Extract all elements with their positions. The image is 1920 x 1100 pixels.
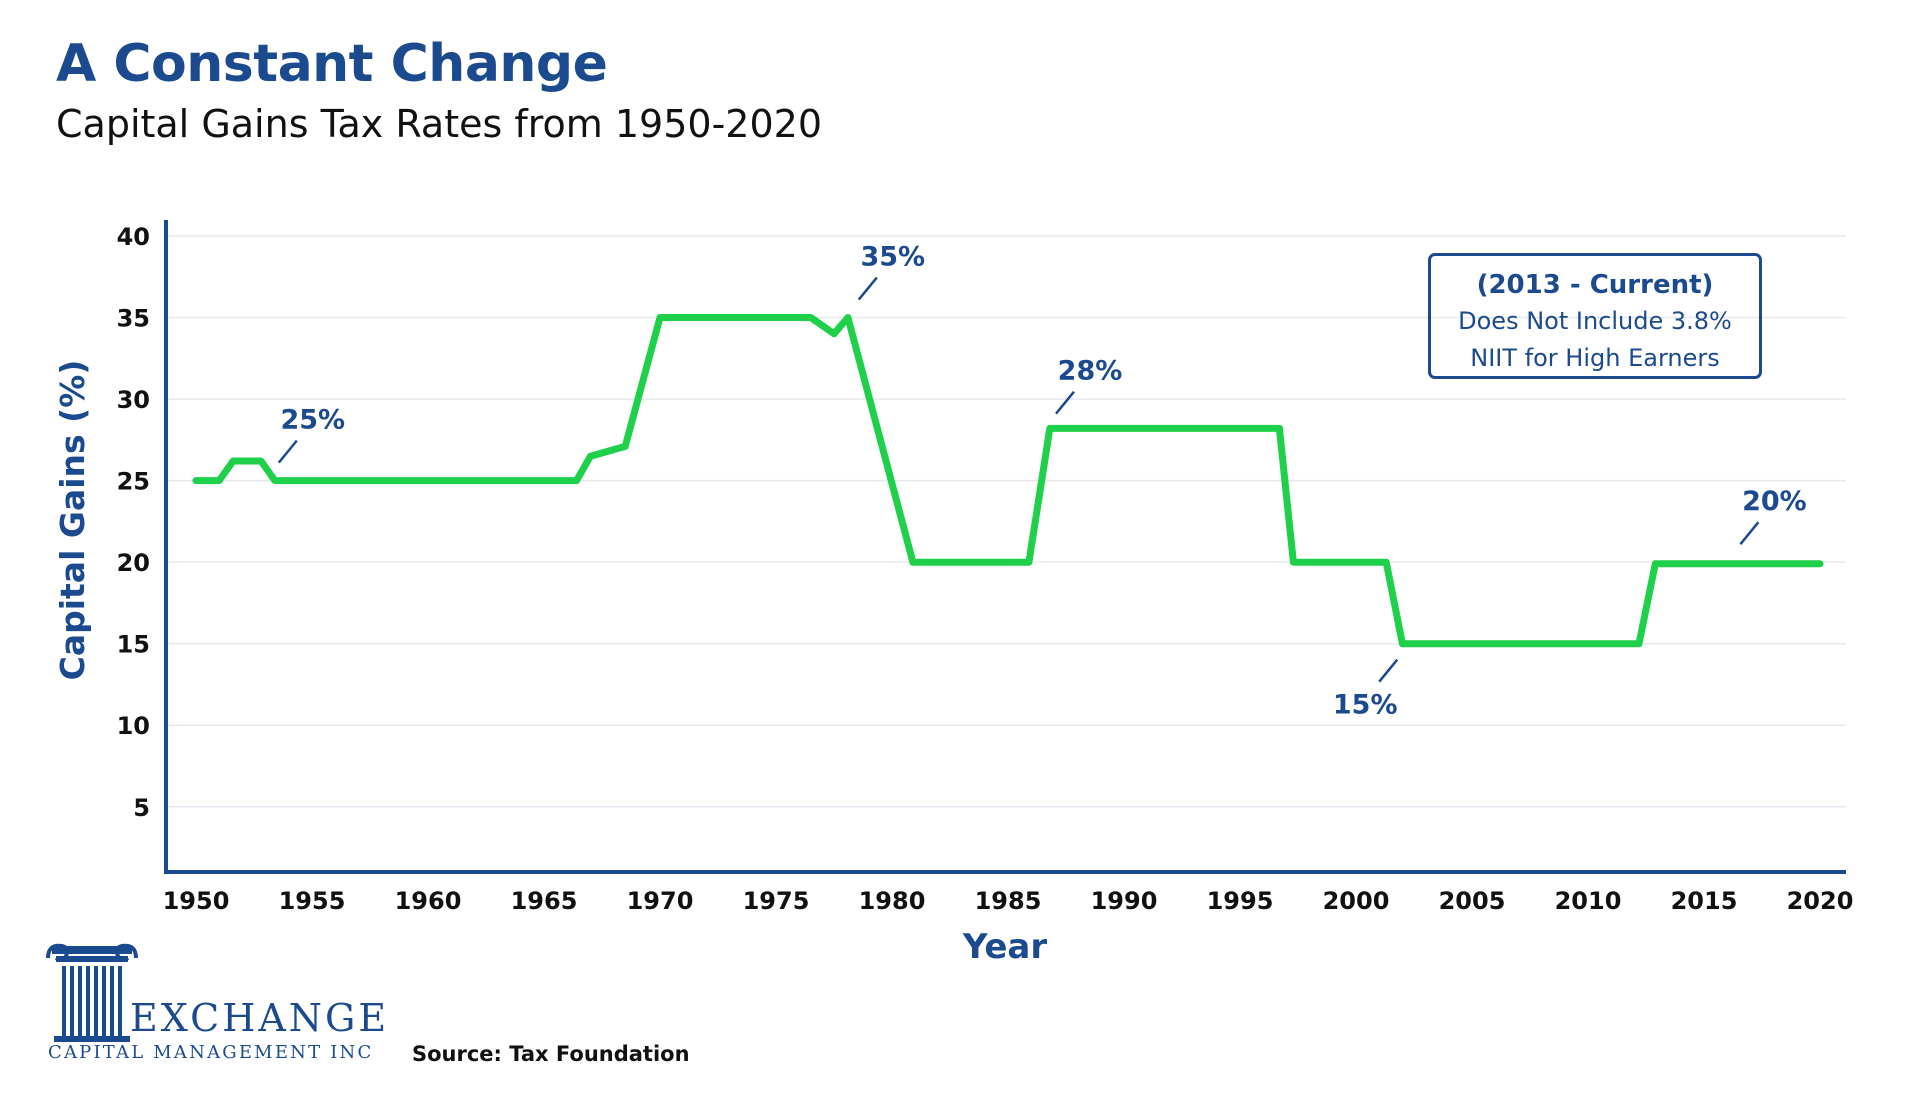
logo-wordmark: EXCHANGE	[130, 996, 390, 1040]
note-line-1: (2013 - Current)	[1476, 270, 1714, 300]
data-point	[1636, 641, 1642, 647]
y-tick-label-40: 40	[117, 223, 150, 251]
data-point	[831, 331, 837, 337]
chart-title: A Constant Change	[56, 34, 608, 94]
y-tick-label-5: 5	[133, 794, 150, 822]
annotation-28%: 28%	[1055, 356, 1123, 415]
source-note: Source: Tax Foundation	[412, 1042, 690, 1066]
x-tick-label-1960: 1960	[395, 887, 462, 915]
annotation-leader-35%	[857, 276, 878, 301]
data-point	[216, 478, 222, 484]
x-tick-label-1955: 1955	[279, 887, 346, 915]
x-axis-label: Year	[962, 927, 1048, 967]
chart-subtitle: Capital Gains Tax Rates from 1950-2020	[56, 102, 822, 146]
annotation-leader-25%	[277, 439, 298, 464]
x-tick-label-1995: 1995	[1207, 887, 1274, 915]
annotation-leader-28%	[1055, 390, 1075, 415]
x-tick-label-1975: 1975	[743, 887, 810, 915]
data-point	[1026, 559, 1032, 565]
data-point	[1047, 425, 1053, 431]
note-box: (2013 - Current) Does Not Include 3.8% N…	[1428, 253, 1762, 379]
x-tick-label-2020: 2020	[1787, 887, 1854, 915]
y-tick-label-10: 10	[117, 712, 150, 740]
column-logo-icon	[46, 943, 138, 1042]
x-tick-label-1990: 1990	[1091, 887, 1158, 915]
x-tick-label-2010: 2010	[1555, 887, 1622, 915]
annotation-label-28%: 28%	[1058, 356, 1123, 387]
data-point	[272, 478, 278, 484]
annotation-15%: 15%	[1333, 658, 1399, 721]
data-point	[1817, 561, 1823, 567]
note-line-2: Does Not Include 3.8%	[1458, 307, 1732, 335]
annotation-20%: 20%	[1739, 486, 1807, 545]
data-point	[573, 478, 579, 484]
logo-subtitle: CAPITAL MANAGEMENT INC	[48, 1042, 374, 1063]
y-axis-label: Capital Gains (%)	[53, 360, 92, 681]
annotation-label-20%: 20%	[1742, 486, 1807, 517]
data-point	[1276, 425, 1282, 431]
data-point	[1383, 559, 1389, 565]
annotation-leader-15%	[1378, 658, 1399, 683]
x-tick-label-2015: 2015	[1671, 887, 1738, 915]
data-point	[587, 453, 593, 459]
data-point	[1652, 561, 1658, 567]
data-point	[1399, 641, 1405, 647]
x-tick-label-1950: 1950	[163, 887, 230, 915]
x-tick-label-1970: 1970	[627, 887, 694, 915]
annotation-leader-20%	[1739, 521, 1760, 545]
note-line-3: NIIT for High Earners	[1470, 344, 1720, 372]
data-point	[622, 443, 628, 449]
data-point	[193, 478, 199, 484]
chart-axes	[164, 220, 1846, 874]
data-point	[230, 458, 236, 464]
y-tick-label-30: 30	[117, 386, 150, 414]
x-tick-label-2000: 2000	[1323, 887, 1390, 915]
annotation-35%: 35%	[857, 242, 925, 301]
x-tick-label-1980: 1980	[859, 887, 926, 915]
data-point	[258, 458, 264, 464]
annotation-label-25%: 25%	[280, 405, 345, 436]
annotation-label-35%: 35%	[860, 242, 925, 273]
y-tick-label-25: 25	[117, 468, 150, 496]
data-point	[1290, 559, 1296, 565]
data-point	[910, 559, 916, 565]
y-tick-label-20: 20	[117, 549, 150, 577]
x-tick-label-2005: 2005	[1439, 887, 1506, 915]
x-tick-label-1985: 1985	[975, 887, 1042, 915]
x-tick-label-1965: 1965	[511, 887, 578, 915]
data-point	[845, 315, 851, 321]
company-logo: EXCHANGE CAPITAL MANAGEMENT INC	[44, 936, 394, 1066]
x-tick-labels: 1950 1955 1960 1965 1970 1975 1980 1985 1990 1995…	[163, 887, 1854, 915]
annotation-label-15%: 15%	[1333, 690, 1398, 721]
annotation-group: 25% 35% 28% 15% 20%	[277, 242, 1807, 721]
grid-lines	[168, 235, 1846, 808]
y-tick-label-35: 35	[117, 305, 150, 333]
series-line-0	[192, 314, 1824, 648]
annotation-25%: 25%	[277, 405, 345, 464]
series-group	[192, 314, 1824, 648]
y-tick-labels: 40 35 30 25 20 15 10 5	[117, 223, 150, 822]
data-point	[657, 315, 663, 321]
data-point	[808, 315, 814, 321]
y-tick-label-15: 15	[117, 631, 150, 659]
